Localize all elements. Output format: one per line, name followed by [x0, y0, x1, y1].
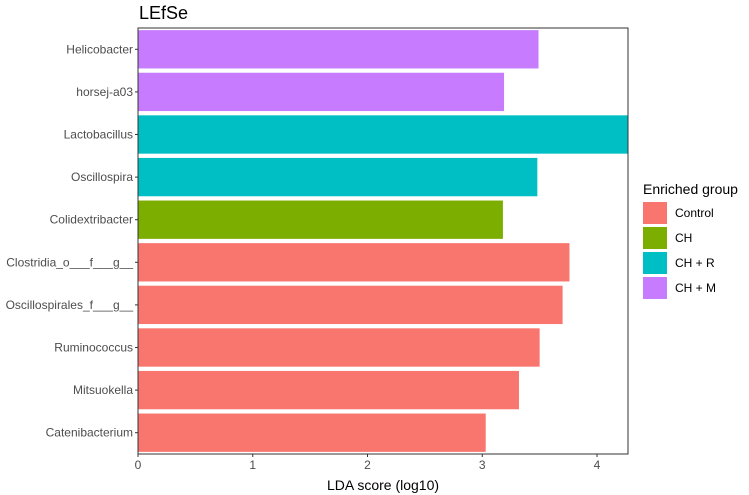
legend-key-ch — [643, 227, 667, 249]
y-tick-label: Helicobacter — [66, 42, 133, 56]
x-tick-label: 4 — [594, 458, 601, 472]
y-tick-label: Colidextribacter — [50, 213, 133, 227]
bar-oscillospirales-f-g — [138, 285, 563, 325]
legend-title: Enriched group — [643, 181, 738, 197]
bar-clostridia-o-f-g — [138, 243, 570, 282]
bar-ruminococcus — [138, 328, 540, 367]
legend-key-control — [643, 202, 667, 224]
legend-key-ch-m — [643, 277, 667, 299]
legend: Control CH CH + R CH + M — [643, 202, 716, 299]
bar-mitsuokella — [138, 370, 519, 410]
legend-label: CH + M — [675, 281, 716, 295]
legend-label: CH — [675, 231, 692, 245]
x-axis: 0 1 2 3 4 — [135, 454, 601, 472]
y-tick-label: Oscillospira — [71, 170, 133, 184]
bar-oscillospira — [138, 157, 538, 197]
bar-catenibacterium — [138, 413, 486, 452]
chart-title: LEfSe — [139, 3, 188, 23]
y-tick-label: horsej-a03 — [76, 85, 133, 99]
plot-panel-border — [137, 27, 629, 455]
y-tick-label: Ruminococcus — [54, 341, 133, 355]
legend-label: CH + R — [675, 256, 715, 270]
x-axis-label: LDA score (log10) — [327, 477, 439, 493]
x-tick-label: 2 — [364, 458, 371, 472]
x-tick-label: 0 — [135, 458, 142, 472]
x-tick-label: 3 — [479, 458, 486, 472]
y-tick-label: Oscillospirales_f___g__ — [6, 298, 134, 312]
legend-label: Control — [675, 206, 714, 220]
x-tick-label: 1 — [249, 458, 256, 472]
y-tick-label: Catenibacterium — [46, 426, 133, 440]
y-axis: Helicobacter horsej-a03 Lactobacillus Oscil… — [6, 42, 138, 440]
y-tick-label: Mitsuokella — [73, 383, 133, 397]
y-tick-label: Clostridia_o___f___g__ — [6, 255, 133, 269]
bars-layer — [138, 30, 628, 452]
bar-horsej-a03 — [138, 72, 505, 112]
legend-key-ch-r — [643, 252, 667, 274]
bar-lactobacillus — [138, 115, 628, 154]
bar-colidextribacter — [138, 200, 503, 239]
bar-helicobacter — [138, 30, 539, 69]
y-tick-label: Lactobacillus — [64, 128, 133, 142]
